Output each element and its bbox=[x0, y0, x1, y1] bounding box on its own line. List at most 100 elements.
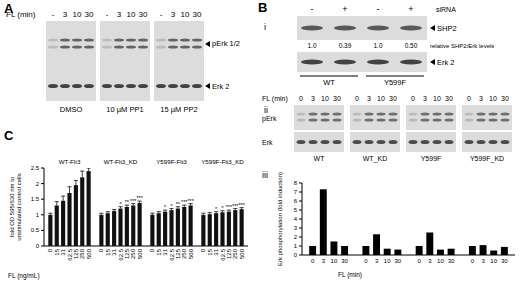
lane-label: 0 bbox=[467, 95, 471, 102]
bar bbox=[448, 249, 455, 255]
blot-panel bbox=[297, 52, 427, 72]
bar bbox=[99, 215, 103, 246]
x-tick-label: 3 bbox=[375, 258, 379, 264]
blot-band bbox=[309, 140, 318, 144]
y-tick bbox=[41, 246, 44, 247]
blot-band bbox=[138, 39, 148, 42]
y-tick bbox=[41, 168, 44, 169]
blot-band bbox=[433, 113, 442, 116]
error-bar bbox=[220, 211, 224, 213]
bar bbox=[112, 211, 116, 246]
error-bar bbox=[87, 168, 91, 171]
blot-band bbox=[138, 46, 148, 49]
lane-label: 10 bbox=[73, 10, 82, 19]
x-tick-label: 125 bbox=[226, 248, 232, 259]
bar bbox=[469, 246, 476, 255]
blot-panel bbox=[294, 132, 344, 152]
blot-band bbox=[126, 84, 136, 88]
lane-label: 30 bbox=[333, 95, 341, 102]
bar bbox=[330, 242, 337, 256]
relative-label: relative SHP2/Erk levels bbox=[430, 43, 494, 49]
x-tick-label: 30 bbox=[341, 258, 348, 264]
blot-panel bbox=[100, 21, 150, 101]
bar bbox=[309, 246, 316, 255]
y-tick-label: 1.5 bbox=[31, 196, 40, 202]
lane-label: 10 bbox=[181, 10, 190, 19]
blot-band bbox=[409, 140, 418, 144]
bar bbox=[87, 171, 91, 246]
significance: * bbox=[170, 203, 173, 209]
bar bbox=[169, 210, 173, 246]
bar bbox=[426, 233, 433, 256]
lane-label: + bbox=[408, 4, 413, 14]
y-tick-label: 3 bbox=[294, 225, 298, 231]
group-bracket bbox=[300, 76, 358, 77]
x-tick-label: 15 bbox=[105, 248, 111, 255]
y-tick-label: 0 bbox=[294, 252, 298, 258]
error-bar bbox=[131, 204, 135, 206]
blot-panel bbox=[350, 105, 400, 130]
blot-band bbox=[445, 113, 454, 116]
x-tick-label: 500 bbox=[137, 248, 143, 259]
blot-band bbox=[409, 113, 418, 116]
bar bbox=[341, 246, 348, 255]
error-bar bbox=[48, 213, 52, 215]
blot-band bbox=[334, 60, 356, 65]
lane-label: - bbox=[311, 4, 314, 14]
blot-band bbox=[309, 119, 318, 122]
y-tick-label: 7 bbox=[294, 189, 298, 195]
blot-band bbox=[389, 119, 398, 122]
blot-band bbox=[156, 84, 166, 88]
y-axis-title-line: Erk phosphorylation (fold induction) bbox=[277, 172, 283, 266]
axis-title: FL (min) bbox=[6, 10, 36, 19]
blot-band bbox=[168, 84, 178, 88]
x-tick-label: 62.5 bbox=[169, 248, 175, 260]
blot-band bbox=[433, 119, 442, 122]
error-bar bbox=[189, 204, 193, 206]
y-tick-label: 2 bbox=[36, 181, 40, 187]
band-arrow bbox=[205, 41, 210, 47]
bar bbox=[384, 249, 391, 255]
bar bbox=[373, 234, 380, 255]
x-tick-label: 30 bbox=[395, 258, 402, 264]
lane-label: 3 bbox=[171, 10, 176, 19]
blot-band bbox=[192, 46, 202, 49]
blot-panel bbox=[462, 105, 512, 130]
treatment-label: siRNA bbox=[436, 6, 456, 13]
blot-band bbox=[501, 140, 510, 144]
series-label: Y599F-Flt3_KD bbox=[201, 158, 244, 165]
bar bbox=[80, 177, 84, 246]
error-bar bbox=[74, 180, 78, 185]
y-tick bbox=[299, 210, 302, 211]
blot-band bbox=[501, 119, 510, 122]
bar bbox=[480, 245, 487, 255]
blot-band bbox=[297, 140, 306, 144]
lane-label: + bbox=[342, 4, 347, 14]
bar bbox=[131, 205, 135, 246]
blot-band bbox=[400, 60, 422, 65]
y-axis-title-line: unstimulated control cells bbox=[16, 173, 22, 240]
significance: *** bbox=[238, 202, 245, 208]
x-tick-label: 0 bbox=[149, 248, 155, 252]
x-tick-label: 30 bbox=[501, 258, 508, 264]
blot-band bbox=[365, 119, 374, 122]
lane-label: 3 bbox=[311, 95, 315, 102]
x-tick-label: 10 bbox=[331, 258, 338, 264]
x-tick-label: 0 bbox=[364, 258, 368, 264]
band-label: SHP2 bbox=[437, 24, 457, 33]
blot-band bbox=[400, 26, 422, 31]
error-bar bbox=[150, 213, 154, 215]
lane-label: 10 bbox=[377, 95, 385, 102]
blot-band bbox=[477, 140, 486, 144]
bar bbox=[362, 246, 369, 255]
x-tick-label: 31 bbox=[111, 248, 117, 255]
blot-band bbox=[192, 84, 202, 88]
error-bar bbox=[214, 212, 218, 214]
x-tick-label: 10 bbox=[384, 258, 391, 264]
x-tick-label: 250 bbox=[232, 248, 238, 259]
error-bar bbox=[67, 187, 71, 193]
x-tick-label: 250 bbox=[130, 248, 136, 259]
blot-band bbox=[333, 113, 342, 116]
blot-band bbox=[465, 113, 474, 116]
blot-band bbox=[168, 39, 178, 42]
